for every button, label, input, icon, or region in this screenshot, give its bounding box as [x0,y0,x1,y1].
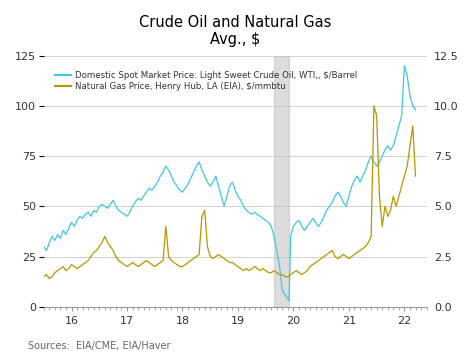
Bar [274,55,289,307]
Title: Crude Oil and Natural Gas
Avg., $: Crude Oil and Natural Gas Avg., $ [139,15,331,48]
Legend: Domestic Spot Market Price: Light Sweet Crude Oil, WTI,, $/Barrel, Natural Gas P: Domestic Spot Market Price: Light Sweet … [52,67,361,94]
Text: Sources:  EIA/CME, EIA/Haver: Sources: EIA/CME, EIA/Haver [28,342,171,351]
